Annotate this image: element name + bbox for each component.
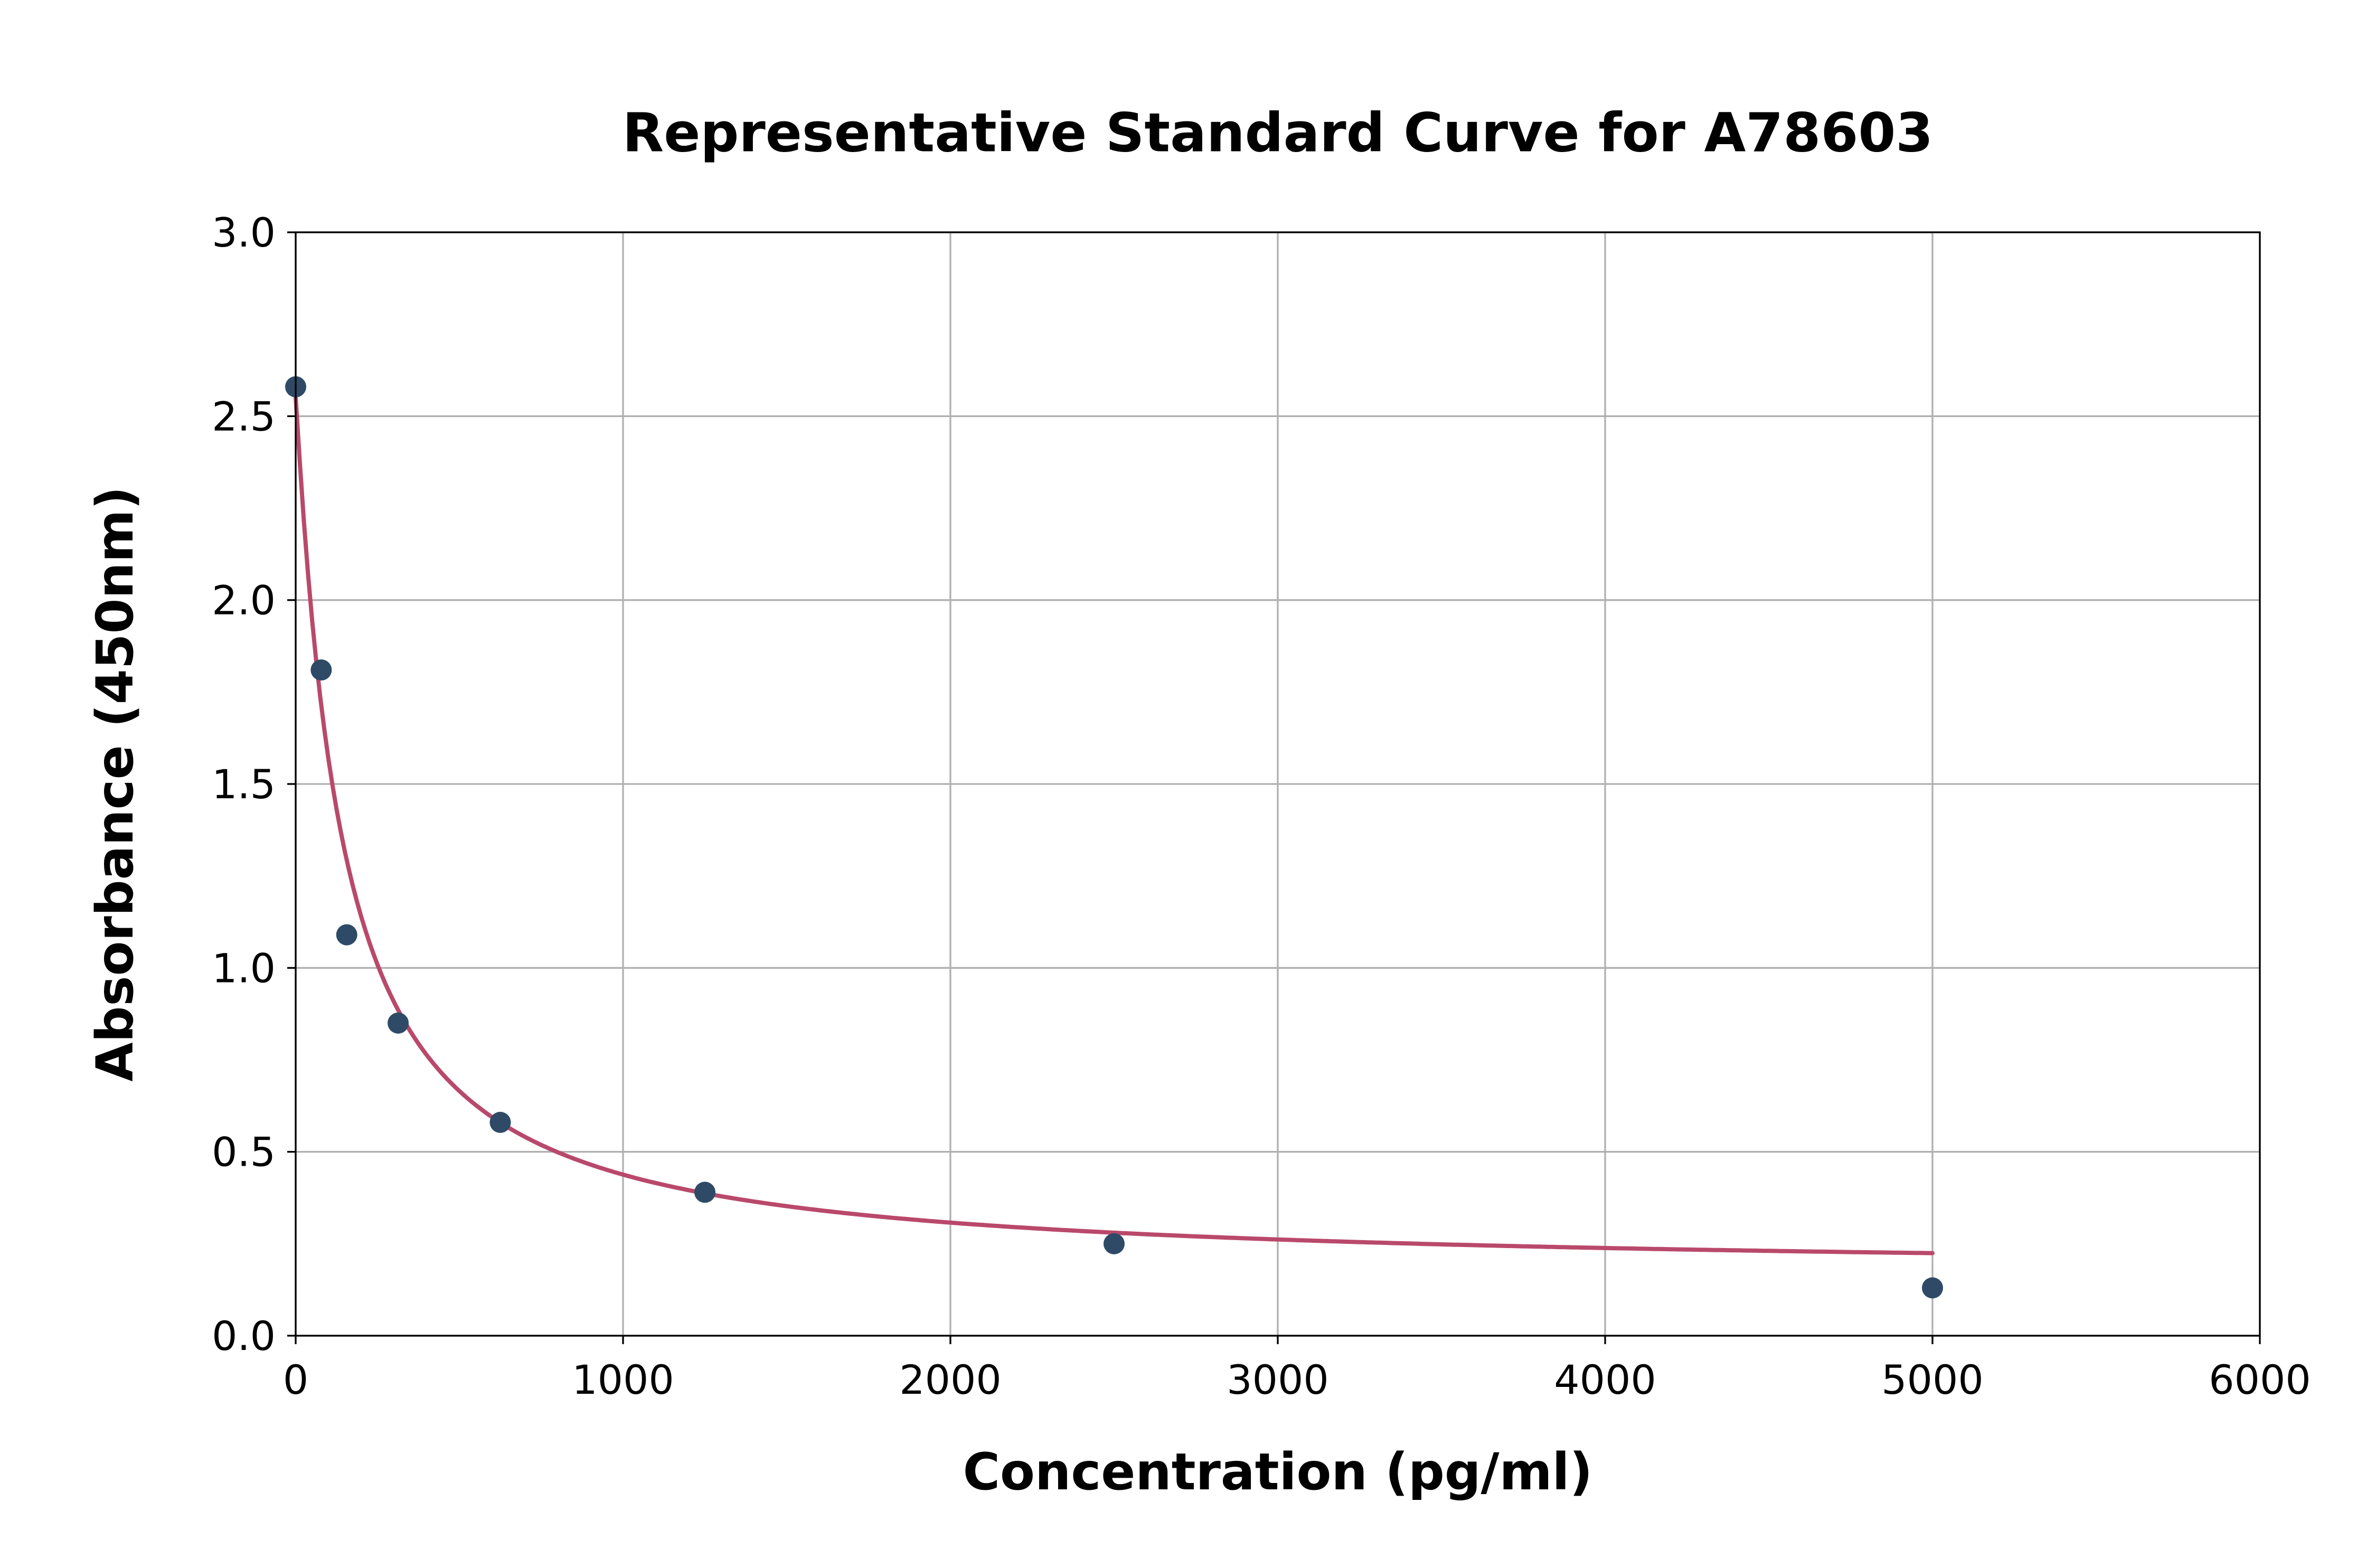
y-tick-label: 2.0	[212, 577, 276, 624]
x-tick-label: 6000	[2209, 1356, 2311, 1403]
x-tick-label: 3000	[1227, 1356, 1328, 1403]
chart-title: Representative Standard Curve for A78603	[622, 101, 1934, 165]
fit-curve-line	[294, 395, 1935, 1255]
data-point	[489, 1111, 511, 1133]
data-point	[310, 659, 332, 681]
y-tick-label: 0.5	[212, 1129, 276, 1176]
x-tick-label: 5000	[1881, 1356, 1983, 1403]
data-point	[388, 1012, 409, 1034]
y-tick-label: 0.0	[212, 1312, 276, 1359]
data-point	[1104, 1233, 1125, 1254]
y-tick-label: 1.5	[212, 761, 276, 808]
x-tick-label: 2000	[899, 1356, 1001, 1403]
x-tick-label: 1000	[572, 1356, 674, 1403]
x-axis-label: Concentration (pg/ml)	[963, 1442, 1593, 1501]
y-tick-label: 3.0	[212, 209, 276, 256]
y-tick-label: 2.5	[212, 393, 276, 440]
x-tick-label: 4000	[1554, 1356, 1656, 1403]
data-point	[1922, 1277, 1943, 1299]
data-point	[694, 1182, 715, 1203]
x-tick-label: 0	[283, 1356, 308, 1403]
data-point	[336, 924, 357, 946]
y-tick-label: 1.0	[212, 944, 276, 991]
